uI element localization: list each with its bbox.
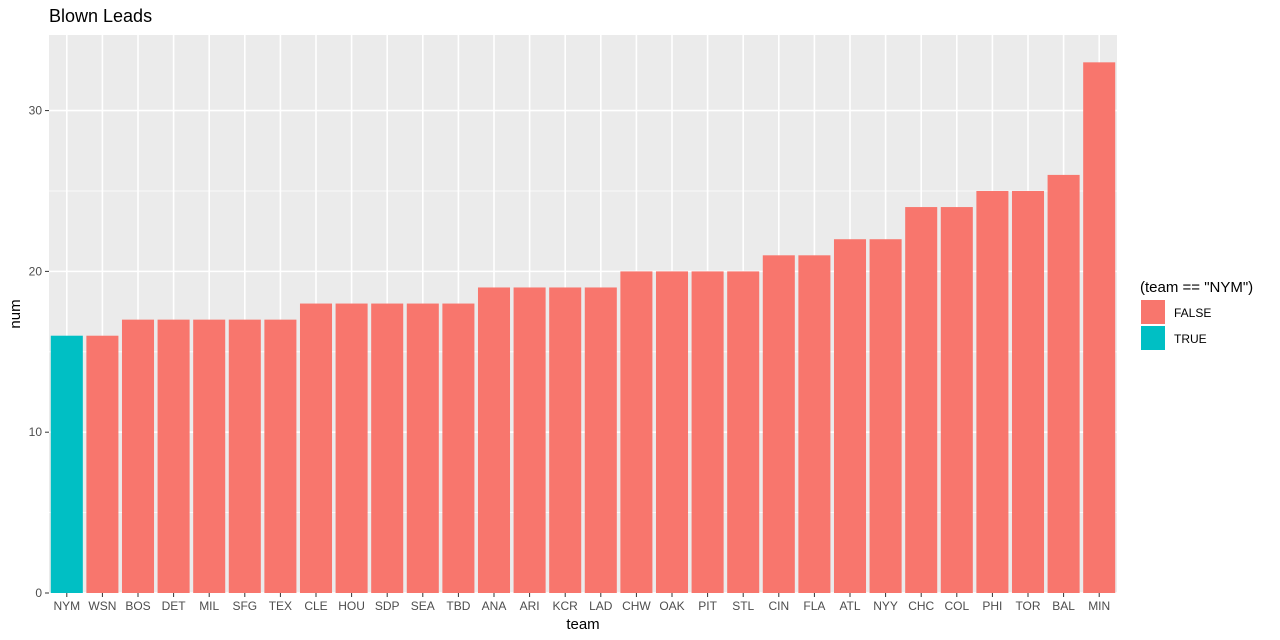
bar-chc bbox=[905, 207, 938, 593]
x-tick-label: CHW bbox=[622, 599, 651, 613]
x-tick-label: CIN bbox=[768, 599, 789, 613]
legend-key-true bbox=[1141, 326, 1165, 350]
bar-pit bbox=[691, 271, 724, 593]
bar-sea bbox=[406, 303, 439, 593]
x-tick-label: ATL bbox=[839, 599, 860, 613]
bar-stl bbox=[727, 271, 760, 593]
bar-tor bbox=[1011, 190, 1045, 593]
bar-cle bbox=[299, 303, 333, 593]
y-tick-label: 20 bbox=[29, 264, 43, 278]
bars bbox=[50, 62, 1116, 594]
x-tick-label: TEX bbox=[269, 599, 292, 613]
bar-nyy bbox=[869, 239, 902, 593]
x-axis-title: team bbox=[566, 616, 599, 633]
x-tick-label: MIN bbox=[1088, 599, 1110, 613]
bar-sfg bbox=[228, 319, 261, 593]
bar-wsn bbox=[86, 335, 119, 593]
x-tick-label: FLA bbox=[803, 599, 825, 613]
x-tick-label: COL bbox=[944, 599, 969, 613]
bar-kcr bbox=[549, 287, 582, 593]
bar-nym bbox=[50, 335, 83, 593]
x-tick-label: HOU bbox=[338, 599, 365, 613]
chart-title: Blown Leads bbox=[49, 6, 152, 26]
bar-cin bbox=[762, 255, 795, 593]
bar-min bbox=[1083, 62, 1116, 594]
x-tick-label: LAD bbox=[589, 599, 613, 613]
y-tick-label: 0 bbox=[35, 586, 42, 600]
bar-tbd bbox=[442, 303, 475, 593]
x-tick-label: PHI bbox=[982, 599, 1002, 613]
x-tick-label: PIT bbox=[698, 599, 717, 613]
bar-bal bbox=[1047, 174, 1080, 593]
x-tick-label: DET bbox=[162, 599, 187, 613]
bar-chw bbox=[620, 271, 653, 593]
x-tick-label: NYM bbox=[53, 599, 80, 613]
y-tick-label: 10 bbox=[29, 425, 43, 439]
legend-label-true: TRUE bbox=[1174, 332, 1207, 346]
x-tick-label: BAL bbox=[1052, 599, 1075, 613]
x-tick-label: WSN bbox=[88, 599, 116, 613]
bar-sdp bbox=[371, 303, 404, 593]
x-tick-label: TBD bbox=[446, 599, 470, 613]
x-tick-label: ANA bbox=[482, 599, 507, 613]
bar-atl bbox=[833, 239, 867, 593]
y-axis-title: num bbox=[7, 299, 24, 328]
x-axis-ticks: NYM WSN BOS DET MIL SFG TEX CLE HOU SDP SEA TBD ANA A… bbox=[53, 593, 1110, 613]
bar-bos bbox=[121, 319, 155, 593]
bar-mil bbox=[193, 319, 226, 593]
bar-oak bbox=[655, 271, 689, 593]
legend-label-false: FALSE bbox=[1174, 306, 1211, 320]
x-tick-label: TOR bbox=[1015, 599, 1040, 613]
x-tick-label: CHC bbox=[908, 599, 934, 613]
y-axis-ticks: 0 10 20 30 bbox=[29, 104, 49, 600]
x-tick-label: NYY bbox=[873, 599, 898, 613]
bar-ana bbox=[477, 287, 511, 593]
bar-phi bbox=[976, 190, 1009, 593]
x-tick-label: SFG bbox=[232, 599, 257, 613]
y-tick-label: 30 bbox=[29, 104, 43, 118]
bar-ari bbox=[513, 287, 546, 593]
bar-lad bbox=[584, 287, 617, 593]
x-tick-label: BOS bbox=[125, 599, 150, 613]
x-tick-label: SEA bbox=[411, 599, 435, 613]
x-tick-label: MIL bbox=[199, 599, 219, 613]
legend-key-false bbox=[1141, 300, 1165, 324]
bar-tex bbox=[264, 319, 297, 593]
bar-det bbox=[157, 319, 190, 593]
legend-title: (team == "NYM") bbox=[1140, 279, 1253, 296]
x-tick-label: CLE bbox=[304, 599, 327, 613]
bar-fla bbox=[798, 255, 831, 593]
x-tick-label: ARI bbox=[520, 599, 540, 613]
bar-hou bbox=[335, 303, 368, 593]
x-tick-label: SDP bbox=[375, 599, 400, 613]
plot-panel bbox=[49, 35, 1117, 593]
legend: (team == "NYM") FALSE TRUE bbox=[1140, 279, 1253, 350]
x-tick-label: STL bbox=[732, 599, 754, 613]
x-tick-label: OAK bbox=[659, 599, 684, 613]
x-tick-label: KCR bbox=[553, 599, 579, 613]
bar-col bbox=[940, 207, 973, 593]
